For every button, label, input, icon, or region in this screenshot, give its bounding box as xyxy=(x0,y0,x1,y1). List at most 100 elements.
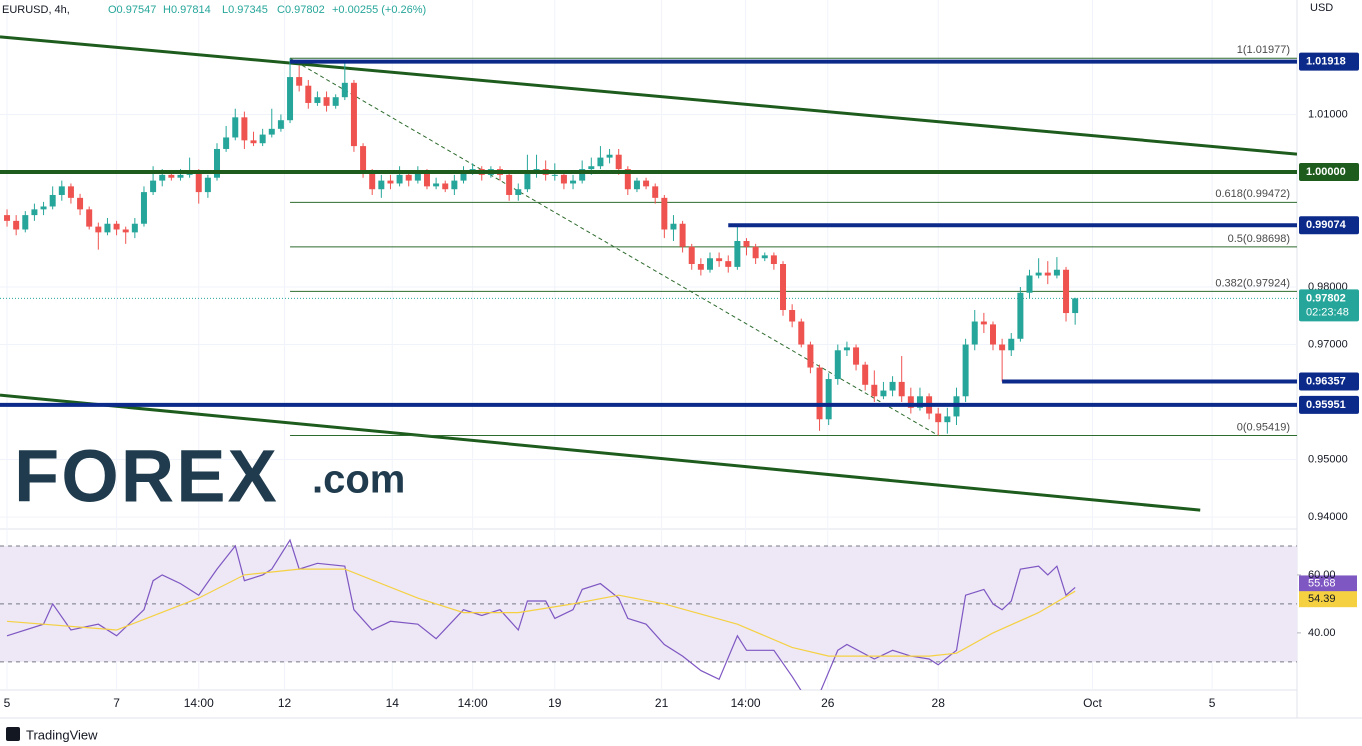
value-tag xyxy=(1299,591,1357,608)
level-tag-label: 1.01918 xyxy=(1306,56,1346,68)
candle-body xyxy=(570,180,577,184)
candle-body xyxy=(889,381,896,391)
fib-label: 0.5(0.98698) xyxy=(1228,233,1290,245)
candle-body xyxy=(579,169,586,181)
footer-brand: TradingView xyxy=(26,727,98,742)
candle-body xyxy=(323,97,330,106)
ohlc-text: +0.00255 (+0.26%) xyxy=(332,4,426,16)
candle-body xyxy=(250,140,257,144)
candle-body xyxy=(989,324,996,345)
x-tick-label: Oct xyxy=(1083,696,1102,710)
candle-body xyxy=(241,117,248,141)
candle-body xyxy=(341,82,348,98)
level-tag xyxy=(1299,216,1359,235)
x-tick-label: 19 xyxy=(548,696,562,710)
price-pane: FOREX .com 1(1.01977) 0.618(0.99472) 0.5(0.9… xyxy=(0,35,1297,518)
level-tag xyxy=(1299,395,1359,414)
candle-body xyxy=(1053,269,1060,276)
candle-body xyxy=(524,171,531,190)
candle-body xyxy=(405,174,412,181)
candle-body xyxy=(515,189,522,195)
candle-body xyxy=(350,82,357,147)
candle-body xyxy=(414,171,421,181)
level-tag-label: 0.95951 xyxy=(1306,399,1346,411)
x-tick-label: 28 xyxy=(932,696,946,710)
candle-body xyxy=(652,186,659,198)
candle-body xyxy=(104,223,111,233)
y-tick-label: 0.97000 xyxy=(1308,338,1348,350)
y-tick-label: 0.95000 xyxy=(1308,453,1348,465)
candle-body xyxy=(277,120,284,129)
candle-body xyxy=(140,192,147,224)
candle-body xyxy=(980,321,987,325)
candle-body xyxy=(551,174,558,176)
candle-body xyxy=(159,174,166,181)
candle-body xyxy=(13,220,20,230)
candle-body xyxy=(332,97,339,106)
candle-body xyxy=(396,174,403,184)
x-tick-label: 5 xyxy=(1209,696,1216,710)
candle-body xyxy=(305,85,312,103)
candle-body xyxy=(22,215,29,230)
candle-body xyxy=(606,154,613,158)
candle-body xyxy=(378,180,385,190)
value-tag xyxy=(1299,575,1357,592)
x-tick-label: 21 xyxy=(655,696,669,710)
candle-body xyxy=(177,174,184,178)
ohlc-text: O0.97547 xyxy=(108,4,156,16)
currency: USD xyxy=(1310,2,1333,14)
candle-body xyxy=(387,180,394,184)
candle-body xyxy=(871,384,878,397)
candle-body xyxy=(853,347,860,365)
candle-body xyxy=(204,177,211,193)
level-tag xyxy=(1299,162,1359,181)
candle-body xyxy=(314,97,321,103)
candle-body xyxy=(697,264,704,270)
ohlc-text: L0.97345 xyxy=(222,4,268,16)
y-tick-label: 40.00 xyxy=(1308,627,1336,639)
candle-body xyxy=(633,180,640,190)
candle-body xyxy=(798,321,805,345)
fib-trend xyxy=(289,57,939,436)
candle-body xyxy=(442,183,449,190)
x-tick-label: 7 xyxy=(113,696,120,710)
candle-body xyxy=(77,197,84,210)
tradingview-logo xyxy=(6,727,20,741)
candle-body xyxy=(40,206,47,210)
candle-body xyxy=(780,264,787,311)
candle-body xyxy=(223,137,230,149)
value-tag-label: 55.68 xyxy=(1308,577,1336,589)
level-tag-label: 0.99074 xyxy=(1306,219,1347,231)
logo: FOREX xyxy=(14,435,279,518)
x-tick-label: 12 xyxy=(278,696,292,710)
fib-label: 0(0.95419) xyxy=(1237,421,1290,433)
candle-body xyxy=(615,154,622,170)
candle-body xyxy=(259,134,266,144)
countdown: 02:23:48 xyxy=(1306,306,1349,318)
symbol: EURUSD, 4h, xyxy=(2,4,70,16)
rsi-line xyxy=(6,568,1076,657)
candle-body xyxy=(1017,292,1024,339)
candle-body xyxy=(971,321,978,345)
price-tag-label: 0.97802 xyxy=(1306,292,1346,304)
logo-suffix: .com xyxy=(312,458,405,502)
fib-label: 0.618(0.99472) xyxy=(1215,188,1290,200)
ohlc-text: H0.97814 xyxy=(163,4,211,16)
candle-body xyxy=(843,347,850,351)
candle-body xyxy=(122,229,129,233)
candle-body xyxy=(716,258,723,262)
candle-body xyxy=(688,246,695,264)
candle-body xyxy=(369,171,376,190)
candle-body xyxy=(643,180,650,187)
candle-body xyxy=(880,390,887,397)
candle-body xyxy=(1044,272,1051,276)
trend-line xyxy=(0,35,1297,156)
x-tick-label: 14:00 xyxy=(458,696,488,710)
candle-body xyxy=(58,186,65,195)
candle-body xyxy=(916,396,923,408)
candle-body xyxy=(935,413,942,423)
candle-body xyxy=(944,416,951,423)
candle-body xyxy=(789,310,796,322)
candle-body xyxy=(150,180,157,193)
candle-body xyxy=(1063,269,1070,314)
